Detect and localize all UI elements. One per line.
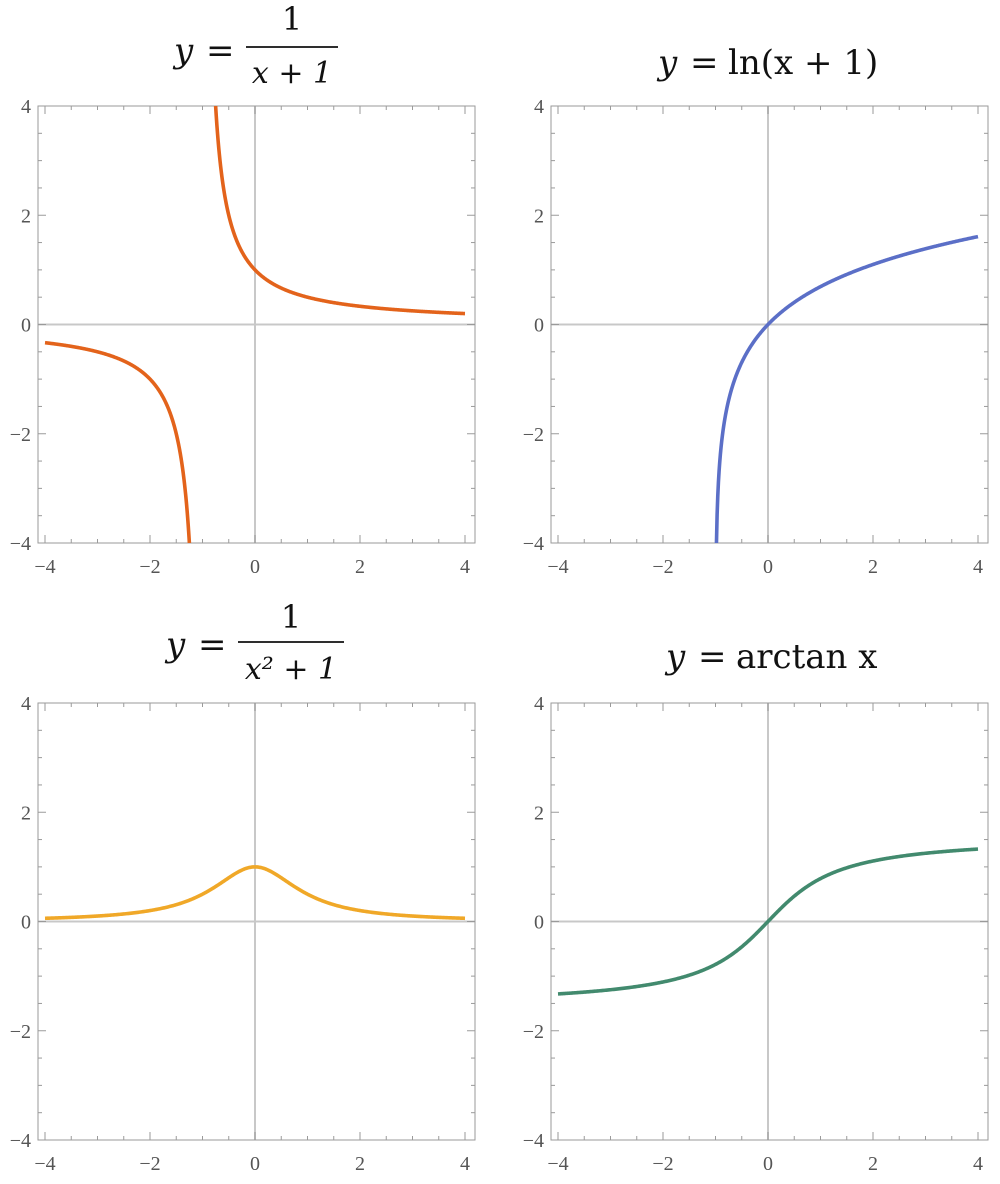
y-tick-label: 2 (21, 802, 31, 824)
x-tick-label: 0 (763, 556, 773, 578)
y-tick-label: 2 (534, 205, 544, 227)
chart-title: y = 1 x² + 1 (164, 598, 344, 687)
y-tick-label: −4 (10, 533, 31, 555)
title-eq: = (690, 43, 719, 83)
panel-arctan: y = arctan x −4 −2 0 2 4 4 2 0 −2 −4 (523, 637, 989, 1175)
x-tick-label: 0 (763, 1153, 773, 1175)
x-tick-label: 0 (250, 1153, 260, 1175)
x-tick-label: 2 (355, 556, 365, 578)
x-tick-label: −4 (547, 1153, 568, 1175)
y-tick-label: 0 (534, 912, 544, 934)
series-group (714, 234, 980, 543)
title-expression: arctan x (736, 637, 877, 677)
series-group (44, 865, 466, 921)
chart-title: y = ln(x + 1) (656, 43, 878, 83)
y-tick-label: 4 (21, 96, 31, 118)
title-denominator: x + 1 (252, 56, 332, 91)
title-numerator: 1 (282, 0, 302, 38)
x-tick-label: 0 (250, 556, 260, 578)
y-tick-label: −4 (523, 1130, 544, 1152)
title-lhs: y (656, 43, 678, 83)
y-tick-label: 0 (534, 315, 544, 337)
plot-area: −4 −2 0 2 4 4 2 0 −2 −4 (523, 96, 989, 578)
x-tick-label: −4 (547, 556, 568, 578)
title-eq: = (698, 637, 727, 677)
chart-title: y = arctan x (664, 637, 877, 677)
chart-title: y = 1 x + 1 (172, 0, 338, 91)
series-line (43, 340, 192, 543)
x-tick-label: 4 (973, 1153, 983, 1175)
plot-area: −4 −2 0 2 4 4 2 0 −2 −4 (523, 693, 989, 1175)
y-tick-label: −4 (523, 533, 544, 555)
title-lhs: y (164, 625, 186, 665)
y-tick-label: −2 (523, 1021, 544, 1043)
series-line (213, 106, 467, 316)
x-tick-label: 2 (868, 1153, 878, 1175)
y-tick-label: 4 (21, 693, 31, 715)
y-tick-label: 4 (534, 693, 544, 715)
x-tick-label: −2 (139, 556, 160, 578)
plot-area: −4 −2 0 2 4 4 2 0 −2 −4 (10, 96, 476, 578)
panel-log: y = ln(x + 1) −4 −2 0 2 4 4 2 0 −2 −4 (523, 43, 989, 578)
x-tick-label: −2 (139, 1153, 160, 1175)
title-denominator: x² + 1 (245, 652, 337, 687)
title-expression: ln(x + 1) (728, 43, 878, 83)
y-tick-label: 0 (21, 315, 31, 337)
series-group (43, 106, 467, 543)
x-tick-label: −2 (652, 556, 673, 578)
title-eq: = (198, 625, 227, 665)
y-tick-label: −2 (10, 424, 31, 446)
x-tick-label: −4 (34, 556, 55, 578)
plot-area: −4 −2 0 2 4 4 2 0 −2 −4 (10, 693, 476, 1175)
x-tick-label: 4 (460, 1153, 470, 1175)
title-lhs: y (172, 31, 194, 71)
y-tick-label: 4 (534, 96, 544, 118)
panel-reciprocal: y = 1 x + 1 −4 −2 0 2 4 4 2 0 −2 −4 (10, 0, 476, 578)
y-tick-label: 2 (21, 205, 31, 227)
x-tick-label: −4 (34, 1153, 55, 1175)
series-group (557, 847, 979, 996)
y-tick-label: −2 (523, 424, 544, 446)
x-tick-label: 4 (973, 556, 983, 578)
series-line (714, 234, 980, 543)
series-line (557, 847, 979, 996)
x-tick-label: −2 (652, 1153, 673, 1175)
x-tick-label: 2 (355, 1153, 365, 1175)
x-tick-label: 2 (868, 556, 878, 578)
title-eq: = (206, 31, 235, 71)
y-tick-label: −2 (10, 1021, 31, 1043)
y-tick-label: −4 (10, 1130, 31, 1152)
y-tick-label: 0 (21, 912, 31, 934)
panel-lorentzian: y = 1 x² + 1 −4 −2 0 2 4 4 2 0 −2 −4 (10, 598, 476, 1175)
title-lhs: y (664, 637, 686, 677)
title-numerator: 1 (281, 598, 301, 636)
y-tick-label: 2 (534, 802, 544, 824)
x-tick-label: 4 (460, 556, 470, 578)
series-line (44, 865, 466, 921)
